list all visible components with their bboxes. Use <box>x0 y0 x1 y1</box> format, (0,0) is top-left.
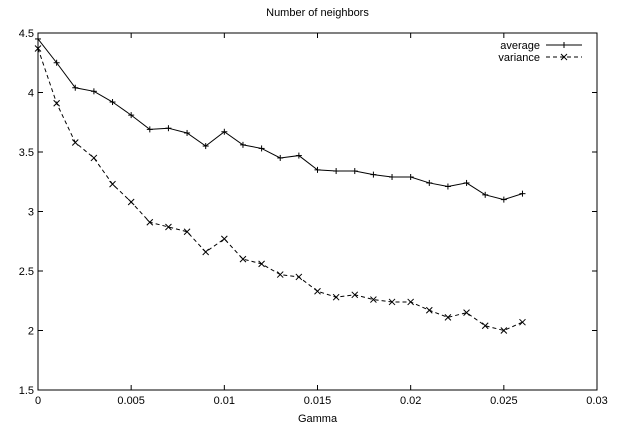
data-point-average <box>407 173 414 180</box>
data-point-variance <box>519 318 526 326</box>
y-tick-label: 4 <box>28 88 34 100</box>
data-point-average <box>109 99 116 106</box>
data-point-average <box>277 154 284 161</box>
legend-marker-average <box>561 42 567 48</box>
data-point-variance <box>314 287 321 295</box>
data-point-average <box>295 152 302 159</box>
data-point-variance <box>71 139 79 146</box>
legend-label-average: average <box>500 40 540 52</box>
data-point-variance <box>165 223 172 231</box>
data-point-average <box>314 166 321 173</box>
data-point-variance <box>90 154 98 162</box>
data-point-average <box>202 143 209 150</box>
x-tick-label: 0.01 <box>214 395 235 407</box>
data-point-variance <box>481 322 489 330</box>
data-point-variance <box>258 260 265 268</box>
data-point-variance <box>370 296 377 303</box>
data-point-variance <box>202 248 210 256</box>
series-group <box>34 35 526 334</box>
data-point-average <box>221 128 228 135</box>
data-point-variance <box>53 99 60 107</box>
x-tick-label: 0.015 <box>304 395 332 407</box>
data-point-average <box>258 145 265 152</box>
data-point-average <box>72 84 79 91</box>
data-point-average <box>239 141 246 148</box>
data-point-variance <box>239 255 247 263</box>
data-point-average <box>500 196 507 203</box>
x-tick-label: 0.02 <box>400 395 421 407</box>
x-tick-label: 0 <box>35 395 41 407</box>
data-point-variance <box>463 309 470 317</box>
y-tick-label: 3.5 <box>19 147 34 159</box>
legend-marker-variance <box>560 53 568 61</box>
data-point-variance <box>444 314 452 321</box>
data-point-variance <box>332 293 340 301</box>
data-point-average <box>128 112 135 119</box>
data-point-average <box>389 173 396 180</box>
data-point-average <box>482 191 489 198</box>
data-point-average <box>53 59 60 66</box>
x-tick-label: 0.025 <box>490 395 518 407</box>
data-point-variance <box>500 327 508 334</box>
x-tick-label: 0.005 <box>117 395 145 407</box>
chart-title: Number of neighbors <box>266 7 369 19</box>
data-point-variance <box>146 218 154 226</box>
data-point-average <box>519 190 526 197</box>
data-point-average <box>444 183 451 190</box>
y-tick-label: 3 <box>28 207 34 219</box>
data-point-average <box>463 179 470 186</box>
data-point-variance <box>109 180 116 188</box>
data-point-average <box>370 171 377 178</box>
data-point-variance <box>220 235 228 243</box>
data-point-average <box>165 125 172 132</box>
data-point-variance <box>276 271 284 278</box>
series-line-average <box>37 38 523 201</box>
y-tick-label: 2 <box>28 326 34 338</box>
legend-label-variance: variance <box>498 52 540 64</box>
series-line-variance <box>37 48 523 332</box>
data-point-average <box>351 168 358 175</box>
x-tick-label: 0.03 <box>586 395 607 407</box>
data-point-variance <box>388 298 396 306</box>
data-point-variance <box>183 228 191 236</box>
data-point-variance <box>34 45 42 52</box>
data-point-average <box>90 88 97 95</box>
plot-frame <box>37 32 598 391</box>
data-point-variance <box>127 198 135 206</box>
y-tick-label: 2.5 <box>19 266 34 278</box>
x-axis-title: Gamma <box>298 413 338 425</box>
data-point-variance <box>295 273 303 281</box>
data-point-average <box>35 35 41 42</box>
data-point-average <box>333 168 340 175</box>
axis-ticks: 0 0.005 0.01 0.015 0.02 0.025 0.03 1.5 2 2.5 3 3.5 4… <box>19 28 608 407</box>
data-point-average <box>426 179 433 186</box>
y-tick-label: 4.5 <box>19 28 34 40</box>
y-tick-label: 1.5 <box>19 385 34 397</box>
data-point-average <box>184 129 191 136</box>
data-point-variance <box>351 291 359 299</box>
data-point-variance <box>407 298 415 306</box>
data-point-variance <box>425 306 433 314</box>
data-point-average <box>146 126 153 133</box>
